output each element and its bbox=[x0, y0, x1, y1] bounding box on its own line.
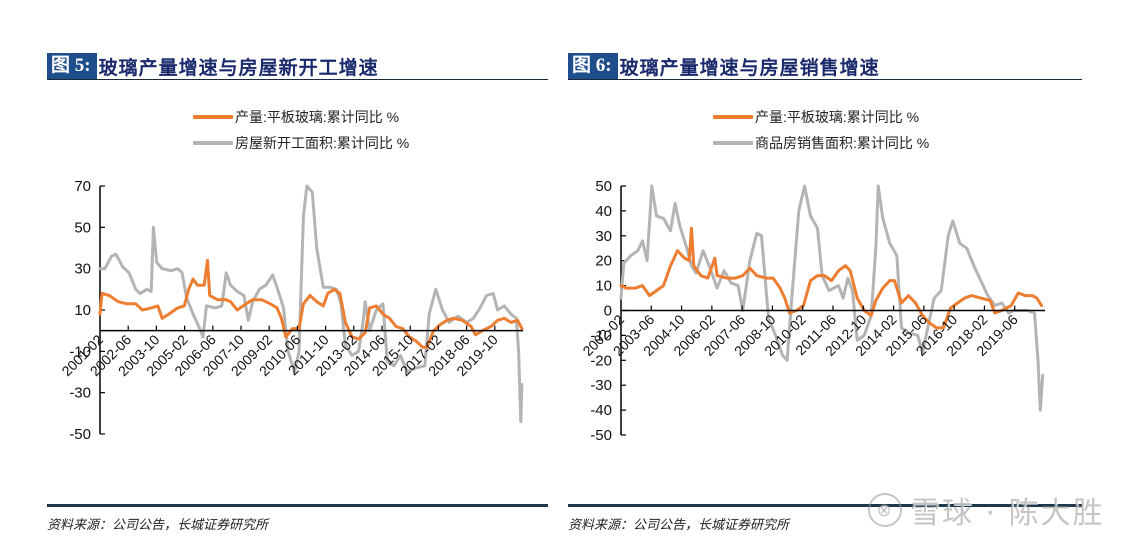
figure-6-header: 图 6: 玻璃产量增速与房屋销售增速 bbox=[568, 53, 880, 79]
y-tick-label: -40 bbox=[590, 402, 612, 419]
figure-6-title-rule bbox=[568, 79, 1082, 80]
figure-6-title: 玻璃产量增速与房屋销售增速 bbox=[619, 56, 880, 79]
y-tick-label: 10 bbox=[74, 302, 91, 319]
y-tick-label: 50 bbox=[74, 219, 91, 236]
figure-5-tag: 图 5: bbox=[47, 53, 97, 79]
y-tick-label: 0 bbox=[604, 303, 612, 320]
figure-5-title-rule bbox=[47, 79, 548, 80]
legend-label: 产量:平板玻璃:累计同比 % bbox=[755, 109, 920, 125]
figure-6-legend: 产量:平板玻璃:累计同比 % 商品房销售面积:累计同比 % bbox=[713, 104, 929, 156]
figure-6-tag: 图 6: bbox=[568, 53, 618, 79]
figure-5-line-chart: 70503010-10-30-502001-022002-062003-1020… bbox=[58, 178, 524, 443]
figure-6-footer-rule bbox=[568, 504, 1082, 507]
watermark-text: 雪球 · 陈大胜 bbox=[910, 496, 1105, 531]
figure-5-header: 图 5: 玻璃产量增速与房屋新开工增速 bbox=[47, 53, 379, 79]
legend-item-glass-output: 产量:平板玻璃:累计同比 % bbox=[193, 104, 409, 130]
y-tick-label: -50 bbox=[69, 426, 91, 443]
xueqiu-watermark: ⊗ 雪球 · 陈大胜 bbox=[868, 488, 1105, 532]
figure-5-legend: 产量:平板玻璃:累计同比 % 房屋新开工面积:累计同比 % bbox=[193, 104, 409, 156]
legend-label: 产量:平板玻璃:累计同比 % bbox=[235, 109, 400, 125]
legend-swatch-gray bbox=[193, 141, 233, 145]
y-tick-label: -10 bbox=[590, 327, 612, 344]
legend-label: 商品房销售面积:累计同比 % bbox=[755, 135, 930, 151]
figure-5-footer-rule bbox=[47, 504, 548, 507]
figure-6-source-note: 资料来源：公司公告，长城证券研究所 bbox=[568, 518, 790, 533]
legend-item-housing-sales: 商品房销售面积:累计同比 % bbox=[713, 130, 929, 156]
figure-5-title: 玻璃产量增速与房屋新开工增速 bbox=[98, 56, 379, 79]
series-line bbox=[619, 226, 1043, 330]
y-tick-label: 70 bbox=[74, 178, 91, 195]
legend-item-housing-starts: 房屋新开工面积:累计同比 % bbox=[193, 130, 409, 156]
y-tick-label: 20 bbox=[595, 253, 612, 270]
y-tick-label: 30 bbox=[74, 261, 91, 278]
xueqiu-logo-icon: ⊗ bbox=[868, 493, 902, 527]
legend-swatch-orange bbox=[193, 115, 233, 119]
y-tick-label: 40 bbox=[595, 203, 612, 220]
figure-5-panel: 图 5: 玻璃产量增速与房屋新开工增速 产量:平板玻璃:累计同比 % 房屋新开工… bbox=[0, 0, 560, 543]
legend-swatch-orange bbox=[713, 115, 753, 119]
y-tick-label: -20 bbox=[590, 352, 612, 369]
y-tick-label: -30 bbox=[69, 385, 91, 402]
legend-label: 房屋新开工面积:累计同比 % bbox=[235, 135, 410, 151]
series-line bbox=[619, 184, 1045, 412]
y-tick-label: 50 bbox=[595, 178, 612, 195]
legend-item-glass-output: 产量:平板玻璃:累计同比 % bbox=[713, 104, 929, 130]
y-tick-label: -50 bbox=[590, 427, 612, 444]
y-tick-label: 30 bbox=[595, 228, 612, 245]
y-tick-label: -10 bbox=[69, 343, 91, 360]
y-tick-label: -30 bbox=[590, 377, 612, 394]
series-line bbox=[98, 258, 524, 349]
legend-swatch-gray bbox=[713, 141, 753, 145]
figure-5-source-note: 资料来源：公司公告，长城证券研究所 bbox=[47, 518, 269, 533]
y-tick-label: 10 bbox=[595, 278, 612, 295]
